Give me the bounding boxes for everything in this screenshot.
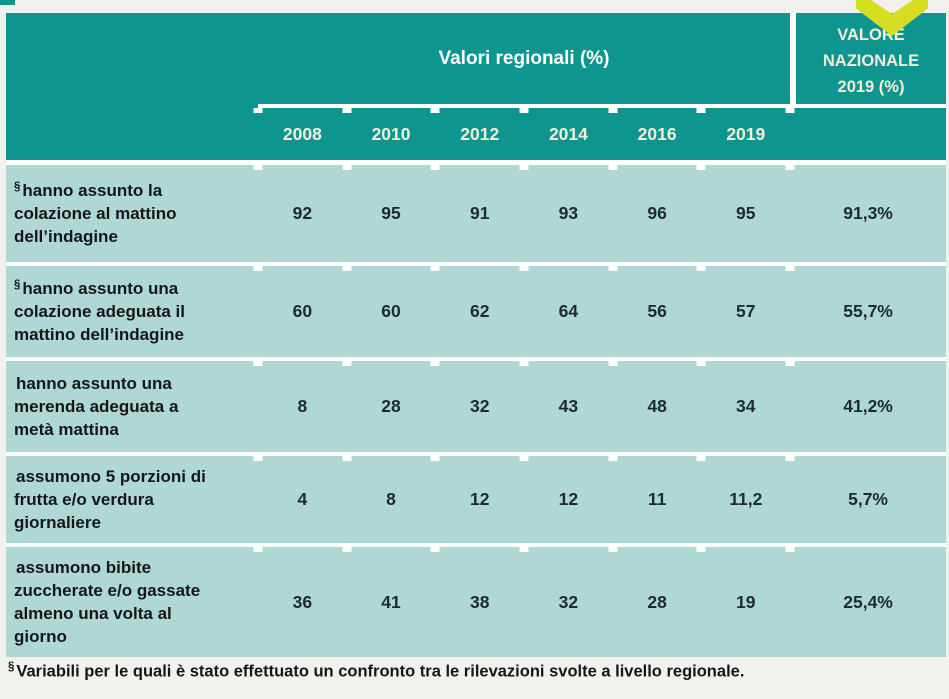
value-cell: 96: [613, 165, 702, 262]
value-cell: 56: [613, 266, 702, 357]
footnote-marker: §: [14, 180, 21, 193]
value-cell: 62: [435, 266, 524, 357]
table-row: § hanno assunto una colazione adeguata il…: [6, 266, 946, 357]
value-cell: 32: [524, 547, 613, 657]
value-cell: 38: [435, 547, 524, 657]
value-cell: 60: [258, 266, 347, 357]
year-cell: 2010: [347, 108, 436, 160]
row-separator: [6, 160, 946, 165]
header-vertical-divider: [790, 13, 796, 108]
table-row: § hanno assunto la colazione al mattino d…: [6, 165, 946, 262]
scan-edge-mark: [0, 0, 15, 5]
row-separator: [6, 357, 946, 361]
row-label: § hanno assunto la colazione al mattino d…: [14, 180, 177, 246]
value-cell: 93: [524, 165, 613, 262]
value-cell: 28: [347, 361, 436, 452]
value-cell: 91: [435, 165, 524, 262]
value-cell: 64: [524, 266, 613, 357]
national-value-cell: 5,7%: [790, 456, 946, 543]
footnote-marker: §: [8, 661, 15, 673]
year-cell: 2019: [701, 108, 790, 160]
national-value-cell: 91,3%: [790, 165, 946, 262]
national-value-cell: 41,2%: [790, 361, 946, 452]
footnote-marker: §: [14, 278, 21, 291]
value-cell: 8: [347, 456, 436, 543]
value-cell: 11,2: [701, 456, 790, 543]
years-row-end-spacer: [790, 108, 946, 160]
row-separator: [6, 262, 946, 266]
table-row: hanno assunto una merenda adeguata a met…: [6, 361, 946, 452]
value-cell: 4: [258, 456, 347, 543]
value-cell: 92: [258, 165, 347, 262]
table-row: assumono 5 porzioni di frutta e/o verdur…: [6, 456, 946, 543]
value-cell: 43: [524, 361, 613, 452]
year-cell: 2008: [258, 108, 347, 160]
value-cell: 11: [613, 456, 702, 543]
year-cell: 2016: [613, 108, 702, 160]
years-row: 2008 2010 2012 2014 2016 2019: [6, 108, 946, 160]
value-cell: 57: [701, 266, 790, 357]
table-header: Valori regionali (%) VALORE NAZIONALE 20…: [6, 13, 946, 160]
regional-values-header: Valori regionali (%): [438, 47, 610, 69]
value-cell: 28: [613, 547, 702, 657]
year-cell: 2012: [435, 108, 524, 160]
value-cell: 19: [701, 547, 790, 657]
years-row-spacer: [6, 108, 258, 160]
row-label: assumono bibite zuccherate e/o gassate a…: [14, 558, 201, 646]
row-separator: [6, 543, 946, 547]
footnote-text: Variabili per le quali è stato effettuat…: [16, 662, 745, 681]
value-cell: 95: [347, 165, 436, 262]
value-cell: 95: [701, 165, 790, 262]
value-cell: 36: [258, 547, 347, 657]
national-value-cell: 55,7%: [790, 266, 946, 357]
year-cell: 2014: [524, 108, 613, 160]
header-underline: [258, 104, 946, 108]
value-cell: 34: [701, 361, 790, 452]
value-cell: 32: [435, 361, 524, 452]
value-cell: 41: [347, 547, 436, 657]
national-value-header: VALORE NAZIONALE 2019 (%): [822, 25, 920, 96]
data-table: Valori regionali (%) VALORE NAZIONALE 20…: [6, 13, 946, 657]
row-label: assumono 5 porzioni di frutta e/o verdur…: [14, 467, 206, 532]
value-cell: 12: [435, 456, 524, 543]
value-cell: 12: [524, 456, 613, 543]
value-cell: 8: [258, 361, 347, 452]
national-value-cell: 25,4%: [790, 547, 946, 657]
footnote: § Variabili per le quali è stato effettua…: [8, 661, 946, 682]
value-cell: 48: [613, 361, 702, 452]
table-row: assumono bibite zuccherate e/o gassate a…: [6, 547, 946, 657]
row-label: § hanno assunto una colazione adeguata il…: [14, 278, 185, 344]
row-label: hanno assunto una merenda adeguata a met…: [14, 374, 179, 439]
value-cell: 60: [347, 266, 436, 357]
row-separator: [6, 452, 946, 456]
